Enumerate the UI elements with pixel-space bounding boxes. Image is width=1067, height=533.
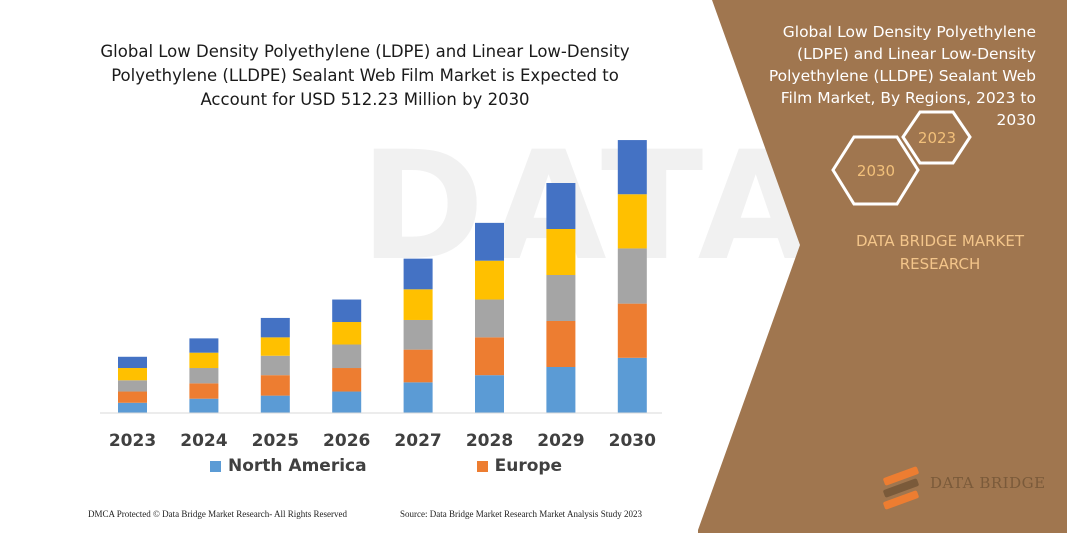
bar-2028-series-2 [475, 299, 504, 338]
bar-2026-series-0 [332, 391, 362, 413]
legend-item-europe: Europe [476, 456, 563, 476]
bar-2028-series-3 [475, 260, 504, 300]
bar-2029-series-0 [546, 367, 576, 413]
x-tick-label: 2027 [394, 431, 441, 451]
bar-2024-series-4 [189, 338, 219, 353]
x-tick-label: 2028 [466, 431, 513, 451]
bar-2024-series-1 [189, 383, 219, 399]
bar-2025-series-1 [260, 375, 290, 396]
panel-brand-name: DATA BRIDGE MARKET RESEARCH [855, 232, 1025, 273]
bar-2025-series-0 [260, 395, 290, 413]
legend-item-north-america: North America [210, 456, 367, 476]
legend-swatch-europe [476, 460, 488, 472]
bar-2026-series-1 [332, 368, 362, 392]
bar-2023-series-0 [118, 402, 147, 413]
bar-2025-series-4 [260, 317, 290, 338]
bar-2030-series-1 [617, 303, 647, 358]
x-tick-group: 2023 2024 2025 2026 2027 2028 2029 2030 [109, 431, 656, 451]
legend: North America Europe [210, 456, 562, 476]
bar-2027-series-3 [403, 289, 433, 320]
bar-2029-series-2 [546, 275, 576, 321]
bar-2028-series-4 [475, 222, 504, 261]
bar-2030-series-0 [617, 357, 647, 413]
panel-title: Global Low Density Polyethylene (LDPE) a… [768, 23, 1036, 129]
bar-2023-series-3 [118, 368, 147, 381]
x-tick-label: 2029 [537, 431, 584, 451]
x-tick-label: 2023 [109, 431, 156, 451]
legend-swatch-north-america [210, 460, 221, 472]
bar-2024-series-3 [189, 352, 219, 369]
bar-2025-series-3 [260, 337, 290, 356]
bar-2026-series-2 [332, 344, 362, 369]
chart-title: Global Low Density Polyethylene (LDPE) a… [100, 42, 630, 109]
bar-2027-series-1 [403, 349, 433, 383]
logo-text: DATA BRIDGE [930, 474, 1046, 492]
bar-2027-series-0 [403, 382, 433, 413]
bar-2030-series-4 [617, 140, 647, 195]
x-tick-label: 2024 [180, 431, 227, 451]
x-tick-label: 2030 [609, 431, 656, 451]
footer-source: Source: Data Bridge Market Research Mark… [400, 509, 642, 519]
bar-2027-series-2 [403, 319, 433, 350]
bar-2030-series-2 [617, 248, 647, 304]
legend-label-europe: Europe [494, 456, 563, 476]
bar-2029-series-4 [546, 183, 576, 229]
bar-2027-series-4 [403, 258, 433, 290]
bar-2025-series-2 [260, 355, 290, 376]
x-tick-label: 2026 [323, 431, 370, 451]
x-tick-label: 2025 [252, 431, 299, 451]
bar-2024-series-2 [189, 368, 219, 384]
bar-2030-series-3 [617, 194, 647, 249]
bar-2028-series-1 [475, 337, 504, 376]
bar-2026-series-3 [332, 322, 362, 345]
bar-2028-series-0 [475, 375, 504, 413]
bar-2026-series-4 [332, 299, 362, 323]
bar-2023-series-4 [118, 356, 147, 369]
bar-2029-series-3 [546, 229, 576, 275]
bar-2023-series-1 [118, 391, 147, 403]
legend-label-north-america: North America [228, 456, 367, 476]
bar-2023-series-2 [118, 380, 147, 392]
bar-group [118, 140, 647, 413]
bar-2029-series-1 [546, 321, 576, 367]
footer-copyright: DMCA Protected © Data Bridge Market Rese… [88, 509, 348, 519]
bar-2024-series-0 [189, 398, 219, 413]
